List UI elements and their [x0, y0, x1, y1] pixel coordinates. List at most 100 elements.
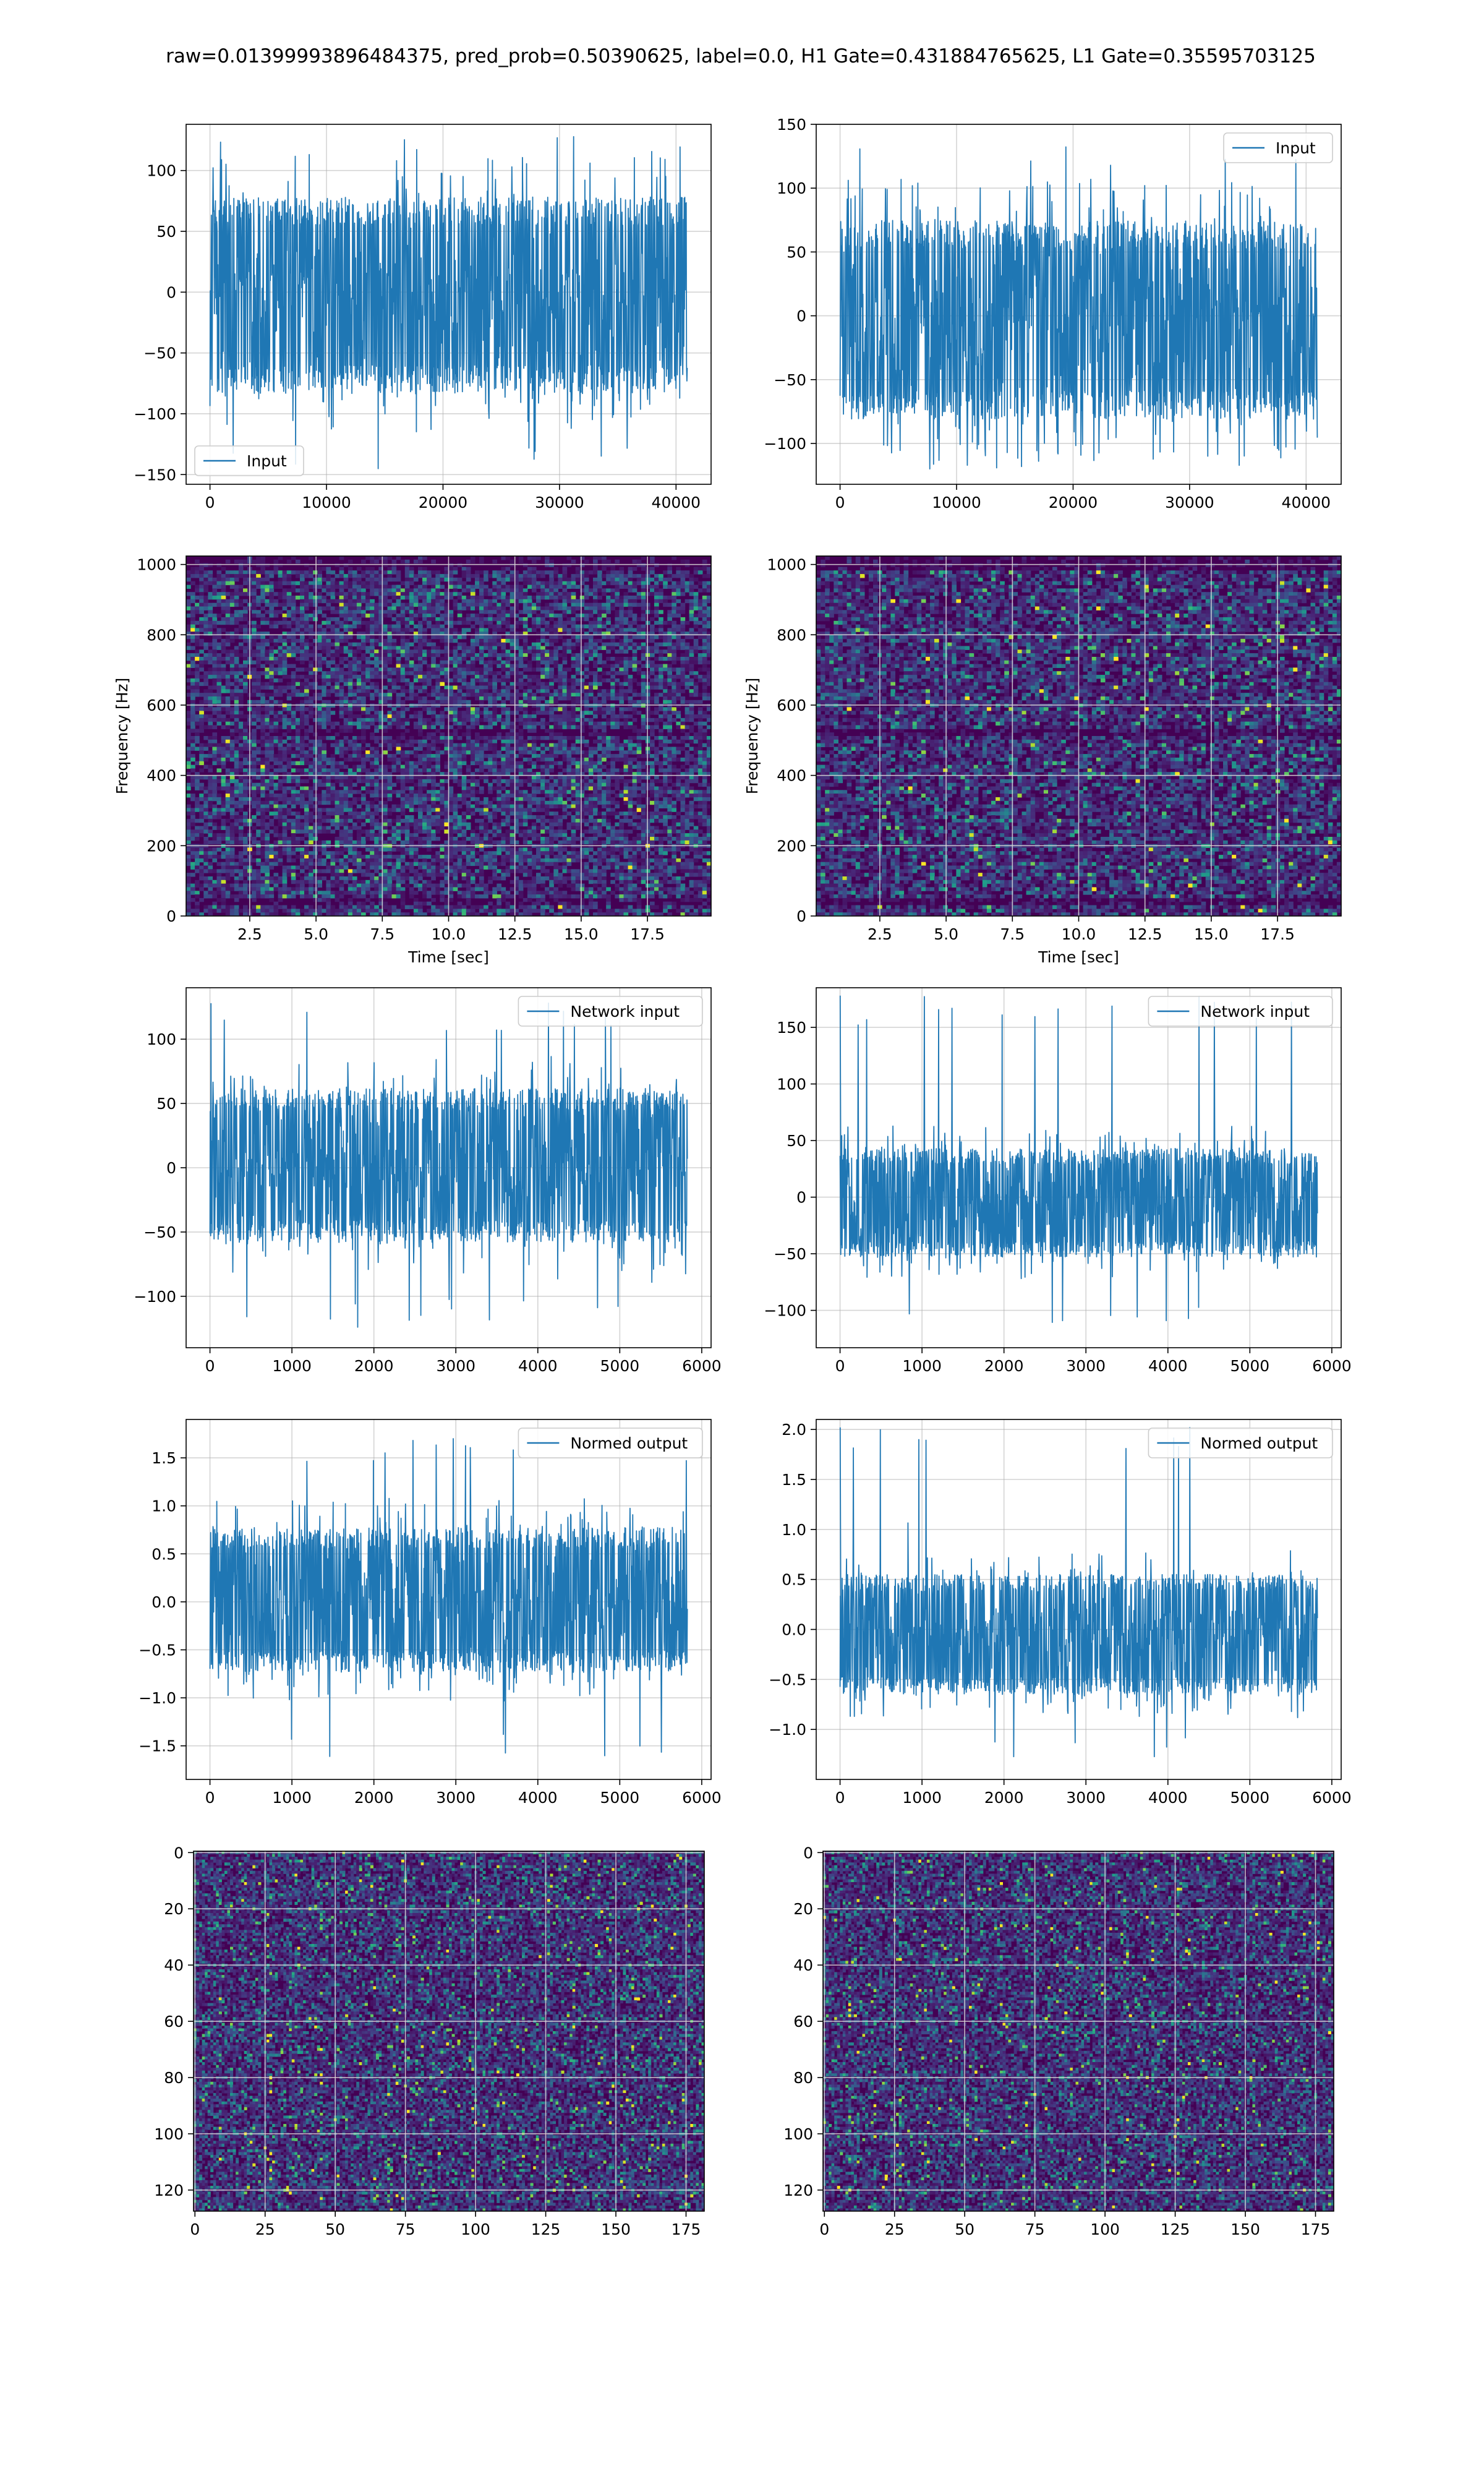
legend: Input: [1223, 132, 1333, 163]
y-tick-label: 0: [166, 283, 176, 301]
y-tick-label: 60: [793, 2013, 813, 2031]
y-tick-label: 0.5: [782, 1571, 806, 1589]
y-tick-label: 0: [796, 307, 806, 325]
y-tick-label: 50: [156, 223, 176, 241]
x-tick-label: 10000: [932, 494, 981, 511]
y-tick-label: 150: [777, 116, 806, 134]
x-tick-label: 5000: [1230, 1357, 1270, 1375]
tick-labels: 2.5 5.0 7.5 10.0 12.5 15.0 17.5 0 200 400 600 800 10…: [137, 556, 665, 943]
y-tick-label: 0: [166, 1159, 176, 1177]
x-tick-label: 6000: [682, 1789, 722, 1807]
x-tick-label: 5.0: [304, 925, 328, 943]
y-tick-label: 50: [787, 243, 806, 261]
x-tick-label: 1000: [902, 1789, 942, 1807]
y-tick-label: 0: [803, 1844, 813, 1862]
legend-frame: [1223, 132, 1333, 163]
legend-label: Input: [1276, 139, 1316, 157]
x-tick-label: 125: [1161, 2220, 1190, 2238]
x-tick-label: 0: [205, 1789, 215, 1807]
subplot-h1-input: 0 10000 20000 30000 40000 −150 −100 −50 0 50 100 In…: [134, 124, 712, 511]
subplot-grid: 0 10000 20000 30000 40000−150−100−50050100In…: [113, 116, 1352, 2238]
legend: Input: [194, 445, 304, 476]
x-tick-label: 3000: [1066, 1357, 1106, 1375]
x-tick-label: 40000: [652, 494, 701, 511]
subplot-h1-spectrogram: 2.5 5.0 7.5 10.0 12.5 15.0 17.5 0 200 400 600 800 10…: [113, 555, 712, 966]
series-line-h1-input: [209, 136, 688, 469]
legend-frame: [518, 996, 703, 1027]
y-tick-label: 1000: [137, 556, 176, 574]
x-tick-label: 3000: [436, 1357, 475, 1375]
figure-suptitle: raw=0.01399993896484375, pred_prob=0.503…: [166, 45, 1316, 67]
y-tick-label: −1.0: [139, 1689, 176, 1707]
x-tick-label: 25: [885, 2220, 905, 2238]
x-tick-label: 1000: [272, 1789, 312, 1807]
x-tick-label: 2000: [984, 1357, 1024, 1375]
y-tick-label: −50: [143, 1223, 176, 1241]
x-tick-label: 5000: [1230, 1789, 1270, 1807]
legend: Network input: [1148, 996, 1333, 1027]
subplot-l1-qtransform: 0 25 50 75 100 125 150 175 0 20 40 60 80 100 120: [783, 1844, 1334, 2238]
x-tick-label: 1000: [272, 1357, 312, 1375]
y-tick-label: 600: [777, 696, 806, 714]
y-tick-label: 100: [777, 179, 806, 197]
subplot-h1-normed-output: 0 1000 2000 3000 4000 5000 6000 −1.5 −1.0 −0.5 0.0…: [139, 1419, 722, 1807]
y-tick-label: 2.0: [782, 1421, 806, 1439]
x-tick-label: 5000: [600, 1789, 640, 1807]
y-tick-label: −50: [143, 345, 176, 362]
tick-labels: 2.5 5.0 7.5 10.0 12.5 15.0 17.5 0 200 400 600 800 10…: [767, 556, 1295, 943]
x-tick-label: 3000: [1066, 1789, 1106, 1807]
x-tick-label: 75: [1025, 2220, 1045, 2238]
x-tick-label: 15.0: [1194, 925, 1229, 943]
subplot-l1-network-input: 0 1000 2000 3000 4000 5000 6000 −100 −50 0 50 100 15…: [764, 987, 1352, 1375]
x-tick-label: 20000: [419, 494, 468, 511]
grid-lines: [194, 1851, 704, 2211]
y-tick-label: 0: [796, 1189, 806, 1207]
axes-frame: [816, 987, 1342, 1348]
y-tick-label: 400: [777, 767, 806, 785]
y-tick-label: 100: [154, 2125, 184, 2143]
x-tick-label: 2.5: [237, 925, 262, 943]
y-tick-label: 20: [164, 1900, 184, 1918]
y-tick-label: 1.0: [782, 1521, 806, 1539]
y-tick-label: 400: [147, 767, 176, 785]
y-tick-label: 800: [147, 626, 176, 644]
x-tick-label: 3000: [436, 1789, 475, 1807]
x-tick-label: 0: [835, 1357, 845, 1375]
x-tick-label: 0: [819, 2220, 829, 2238]
axes-frame: [816, 1419, 1342, 1780]
legend-label: Normed output: [570, 1434, 688, 1452]
tick-labels: 0 1000 2000 3000 4000 5000 6000 −100 −50 0 50 100 15…: [764, 1019, 1351, 1375]
x-tick-label: 175: [1301, 2220, 1331, 2238]
x-tick-label: 0: [835, 494, 845, 511]
subplot-l1-spectrogram: 2.5 5.0 7.5 10.0 12.5 15.0 17.5 0 200 400 600 800 10…: [743, 555, 1342, 966]
y-tick-label: −100: [134, 1288, 176, 1306]
x-tick-label: 30000: [535, 494, 584, 511]
x-tick-label: 0: [835, 1789, 845, 1807]
y-tick-label: 100: [777, 1076, 806, 1094]
x-tick-label: 2.5: [868, 925, 892, 943]
tick-labels: 0 1000 2000 3000 4000 5000 6000 −1.5 −1.0 −0.5 0.0…: [139, 1449, 721, 1807]
legend-frame: [194, 445, 304, 476]
y-tick-label: 200: [777, 837, 806, 855]
series-line-l1-normed-output: [839, 1427, 1318, 1758]
x-tick-label: 125: [531, 2220, 561, 2238]
axes-frame: [822, 1851, 1334, 2212]
legend-label: Normed output: [1200, 1434, 1318, 1452]
legend-frame: [1148, 1427, 1333, 1458]
x-tick-label: 20000: [1049, 494, 1098, 511]
axes-frame: [816, 124, 1342, 485]
x-tick-label: 50: [955, 2220, 974, 2238]
y-tick-label: 0.0: [151, 1593, 176, 1611]
y-tick-label: 800: [777, 626, 806, 644]
y-tick-label: −1.5: [139, 1737, 176, 1755]
legend: Normed output: [518, 1427, 703, 1458]
x-tick-label: 25: [255, 2220, 275, 2238]
x-tick-label: 6000: [682, 1357, 722, 1375]
series-line-h1-normed-output: [209, 1438, 688, 1757]
x-tick-label: 17.5: [1260, 925, 1295, 943]
x-tick-label: 150: [601, 2220, 631, 2238]
axes-frame: [193, 1851, 705, 2212]
x-tick-label: 17.5: [630, 925, 665, 943]
x-tick-label: 150: [1230, 2220, 1260, 2238]
tick-labels: 0 10000 20000 30000 40000 −100 −50 0 50 100 150: [764, 116, 1331, 511]
